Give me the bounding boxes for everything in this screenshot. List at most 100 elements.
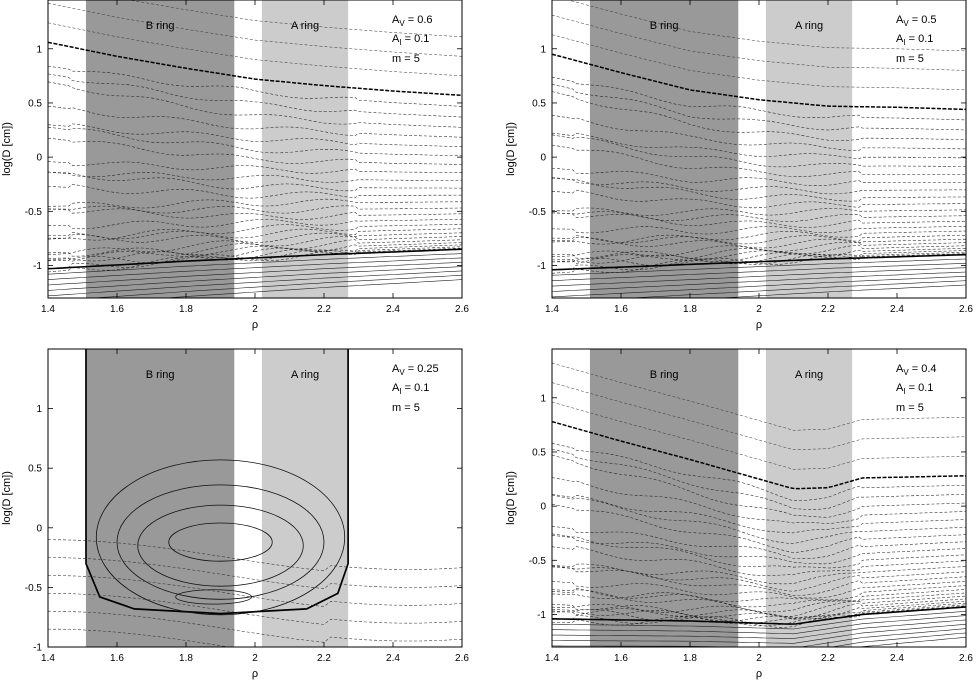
x-tick-label: 2.6 (455, 304, 469, 315)
closed-contour (95, 459, 346, 616)
y-tick-label: -1 (537, 610, 546, 621)
contour-line (552, 443, 966, 502)
contour-line (48, 242, 462, 257)
contour-line (552, 526, 966, 559)
x-tick-label: 1.4 (41, 304, 55, 315)
contour-line (48, 184, 462, 199)
x-tick-label: 1.6 (614, 304, 628, 315)
a-ring-band (765, 0, 853, 298)
m-annotation: m = 5 (392, 402, 420, 414)
y-tick-label: -0.5 (25, 583, 43, 594)
x-tick-label: 2 (252, 653, 258, 664)
b-ring-label: B ring (146, 20, 175, 32)
m-annotation: m = 5 (392, 53, 420, 65)
x-tick-label: 1.8 (179, 653, 193, 664)
x-tick-label: 2 (756, 653, 762, 664)
contour-line-solid (552, 610, 966, 630)
contour-line (552, 134, 966, 168)
y-tick-label: 0.5 (532, 447, 546, 458)
av-annotation: AV = 0.4 (896, 363, 937, 377)
b-ring-label: B ring (146, 369, 175, 381)
contour-line (552, 401, 966, 470)
contour-line (552, 566, 966, 592)
contour-line-solid (625, 280, 966, 298)
contour-line-solid (552, 615, 966, 635)
contour-line (48, 73, 462, 118)
closed-contour (168, 522, 273, 562)
contour-line (552, 589, 966, 613)
contour-line (552, 177, 966, 195)
y-tick-label: -1 (33, 261, 42, 272)
y-tick-label: 1 (36, 44, 42, 55)
contour-line (48, 81, 462, 128)
x-tick-label: 2.2 (821, 653, 835, 664)
contour-line-solid (552, 619, 966, 639)
x-tick-label: 2.2 (317, 653, 331, 664)
chart-panel-2: 1.4 1.6 1.8 2 2.2 2.4 2.6 -1 -0.5 0 0.5 1 ρ log(D [cm… (505, 0, 973, 331)
a-ring-label: A ring (291, 20, 319, 32)
y-axis-label: log(D [cm]) (505, 471, 517, 525)
x-tick-label: 1.4 (545, 304, 559, 315)
contour-line (48, 228, 462, 240)
y-tick-label: 1 (540, 44, 546, 55)
contour-line (552, 114, 966, 151)
b-ring-label: B ring (650, 369, 679, 381)
contour-line (567, 0, 966, 52)
contour-line (48, 218, 462, 230)
bold-contour-upper (48, 41, 462, 97)
contour-line (552, 587, 966, 608)
x-axis-label: ρ (756, 668, 762, 680)
bold-contour-u (85, 349, 349, 615)
contour-line (552, 600, 966, 620)
contour-line (48, 105, 462, 138)
contour-line (552, 382, 966, 451)
x-tick-label: 2.6 (959, 304, 973, 315)
bold-contour-lower (552, 606, 966, 625)
y-tick-label: -0.5 (529, 207, 547, 218)
contour-line (552, 546, 966, 576)
m-annotation: m = 5 (896, 402, 924, 414)
x-axis-label: ρ (252, 319, 258, 331)
contours (552, 0, 966, 298)
a-ring-label: A ring (291, 369, 319, 381)
ai-annotation: AI = 0.1 (392, 33, 429, 47)
contour-line (552, 189, 966, 209)
x-tick-label: 1.6 (614, 653, 628, 664)
contour-line-solid (48, 257, 462, 280)
contour-line (48, 246, 462, 273)
contour-line (552, 253, 966, 271)
contour-line (552, 362, 966, 431)
contour-line (552, 207, 966, 216)
ai-annotation: AI = 0.1 (392, 382, 429, 396)
y-tick-label: -0.5 (25, 207, 43, 218)
contour-line-solid (48, 253, 462, 275)
b-ring-band (589, 0, 739, 298)
contour-line (48, 239, 462, 262)
x-tick-label: 1.8 (683, 653, 697, 664)
y-tick-label: 1 (540, 393, 546, 404)
bold-contour-upper (552, 53, 966, 111)
contour-line (48, 22, 462, 77)
chart-panel-3: 1.4 1.6 1.8 2 2.2 2.4 2.6 -1 -0.5 0 0.5 1 ρ log(D [cm… (1, 348, 469, 680)
x-tick-label: 2.6 (455, 653, 469, 664)
contour-line-solid (829, 632, 966, 647)
contour-line (552, 237, 966, 249)
ai-annotation: AI = 0.1 (896, 382, 933, 396)
x-tick-label: 2 (756, 304, 762, 315)
x-tick-label: 2.4 (386, 304, 400, 315)
contour-line-solid (552, 271, 966, 292)
contour-line (552, 91, 966, 141)
x-tick-label: 2.4 (890, 653, 904, 664)
chart-panel-4: 1.4 1.6 1.8 2 2.2 2.4 2.6 -1 -0.5 0 0.5 1 ρ log(D [cm… (505, 348, 973, 680)
contour-line (48, 208, 462, 220)
bold-contour-upper (552, 420, 966, 490)
contour-line (552, 565, 966, 596)
contour-line (552, 14, 966, 71)
ai-annotation: AI = 0.1 (896, 33, 933, 47)
contour-line (552, 448, 966, 510)
y-tick-label: 0 (540, 502, 546, 513)
contour-line (552, 494, 966, 544)
contour-line (48, 123, 462, 147)
